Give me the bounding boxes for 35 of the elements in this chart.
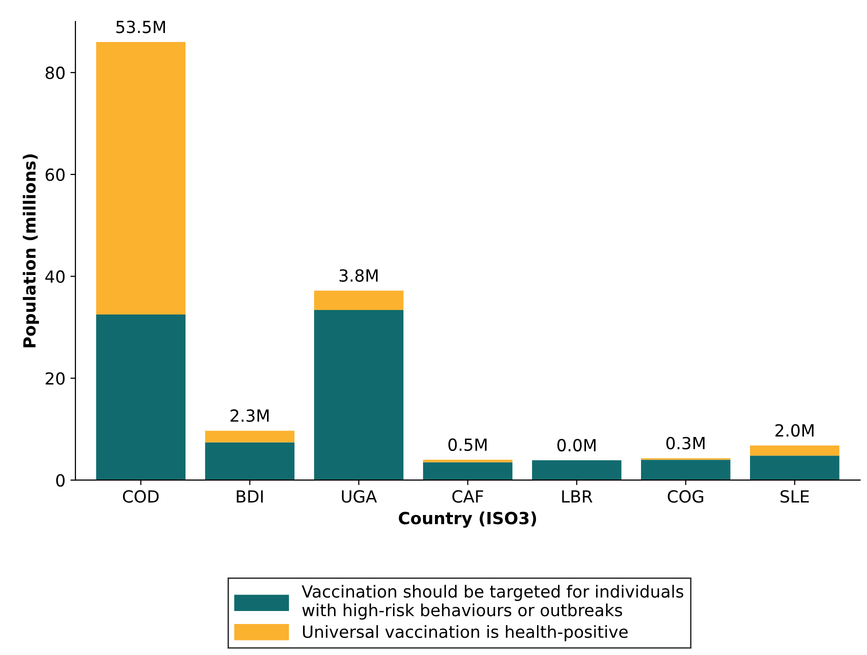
- x-tick-label: UGA: [342, 490, 377, 503]
- data-label: 3.8M: [340, 269, 378, 282]
- data-label: 53.5M: [116, 20, 165, 34]
- bar: [96, 314, 186, 480]
- data-label: 2.3M: [230, 409, 269, 422]
- bar: [423, 462, 512, 480]
- bar: [750, 445, 840, 456]
- x-tick-label: BDI: [236, 490, 263, 502]
- y-tick-label: 40: [45, 270, 65, 283]
- legend-label: Universal vaccination is health-positive: [303, 625, 628, 642]
- data-label: 2.0M: [775, 424, 814, 437]
- x-tick-label: CAF: [452, 490, 484, 503]
- bar: [314, 290, 404, 310]
- x-tick-label: LBR: [562, 490, 592, 502]
- data-label: 0.5M: [448, 438, 487, 451]
- bar: [205, 430, 294, 442]
- bar: [314, 310, 404, 480]
- bar: [532, 460, 622, 480]
- data-label: 0.0M: [557, 438, 596, 452]
- x-tick-label: COG: [668, 490, 704, 503]
- bar: [750, 456, 840, 480]
- y-axis-title: Population (millions): [22, 154, 39, 348]
- bar: [641, 460, 730, 480]
- bar: [96, 42, 186, 315]
- x-axis-title: Country (ISO3): [398, 512, 536, 528]
- y-tick-label: 0: [56, 474, 65, 487]
- x-tick-label: COD: [122, 490, 159, 503]
- y-tick-label: 80: [46, 66, 65, 80]
- legend-label: Vaccination should be targeted for individuals with high-risk behaviours or outbreaks: [302, 584, 684, 620]
- data-label: 0.3M: [666, 436, 705, 450]
- y-tick-label: 20: [46, 372, 65, 385]
- bar: [423, 460, 512, 462]
- bar: [205, 442, 294, 480]
- y-tick-label: 60: [46, 168, 65, 182]
- x-tick-label: SLE: [780, 490, 809, 503]
